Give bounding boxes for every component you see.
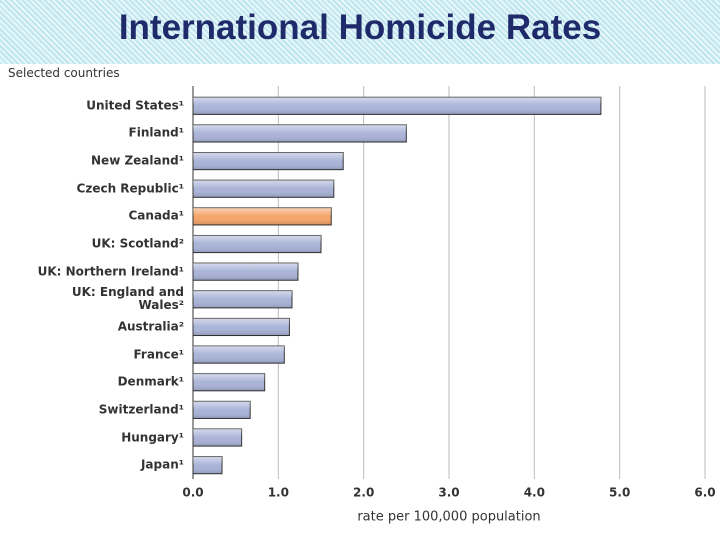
- bar-shade: [193, 290, 292, 308]
- y-tick-label: United States¹: [86, 98, 184, 113]
- bar-shade: [193, 97, 601, 115]
- chart-subtitle: Selected countries: [8, 66, 120, 80]
- bar-shade: [193, 373, 265, 391]
- y-tick-label: UK: Scotland²: [91, 236, 184, 251]
- bar-shade: [193, 456, 223, 474]
- bar-shade: [193, 152, 344, 170]
- x-tick-label: 0.0: [182, 486, 203, 500]
- x-tick-label: 4.0: [524, 486, 545, 500]
- y-tick-label: New Zealand¹: [91, 153, 184, 168]
- x-tick-label: 6.0: [694, 486, 715, 500]
- y-tick-label: Australia²: [117, 319, 184, 334]
- y-tick-label: Denmark¹: [117, 374, 184, 389]
- y-tick-label: Canada¹: [128, 208, 185, 223]
- y-tick-label: Czech Republic¹: [76, 181, 184, 196]
- x-tick-label: 3.0: [438, 486, 459, 500]
- x-tick-label: 1.0: [268, 486, 289, 500]
- bar-shade: [193, 428, 242, 447]
- y-tick-label: UK: Northern Ireland¹: [37, 264, 184, 279]
- bar-shade: [193, 346, 285, 364]
- y-tick-label: Finland¹: [128, 125, 184, 140]
- title-band: [0, 0, 720, 64]
- bar-shade: [193, 124, 407, 143]
- bar-shade: [193, 207, 332, 225]
- y-tick-label: Hungary¹: [121, 430, 184, 445]
- bar-shade: [193, 180, 334, 198]
- y-tick-label: Switzerland¹: [98, 402, 184, 417]
- x-tick-label: 5.0: [609, 486, 630, 500]
- bar-shade: [193, 263, 298, 281]
- y-tick-label: UK: England and Wales²: [71, 285, 184, 313]
- chart-title: International Homicide Rates: [118, 8, 602, 47]
- bar-shade: [193, 235, 321, 253]
- bar-shade: [193, 401, 251, 419]
- x-tick-label: 2.0: [353, 486, 374, 500]
- y-tick-label: France¹: [133, 347, 185, 362]
- x-axis-label: rate per 100,000 population: [357, 510, 540, 525]
- bar-shade: [193, 318, 290, 336]
- y-tick-label: Japan¹: [140, 457, 184, 472]
